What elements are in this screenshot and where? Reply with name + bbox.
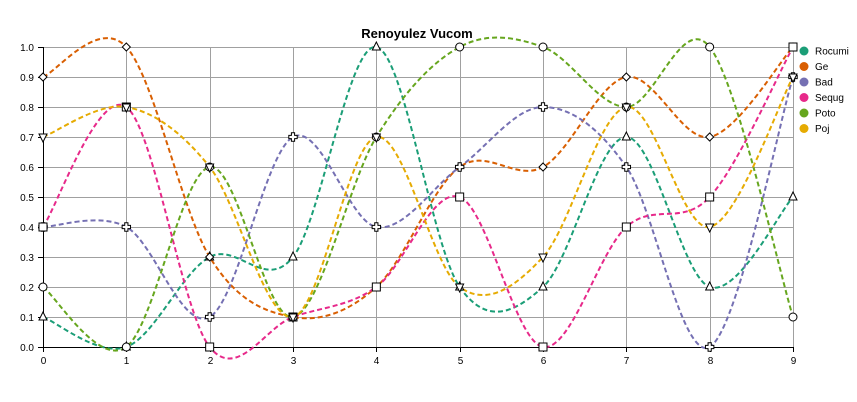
- data-point-ge: [121, 42, 132, 52]
- data-point-rocumi: [371, 40, 382, 51]
- legend: Rocumi Ge Bad Sequg Poto Poj: [799, 46, 849, 135]
- data-point-poto: [455, 42, 465, 52]
- data-point-sequg: [538, 342, 548, 352]
- y-tick-label: 0.7: [20, 133, 34, 144]
- data-point-poj: [121, 103, 132, 114]
- data-point-poj: [288, 313, 298, 324]
- axes: 0.0 0.1 0.2 0.3 0.4 0.5 0.6 0.7 0.8 0.9 1.0 0 1 2 3 4 5 6…: [20, 43, 797, 367]
- data-point-ge: [704, 132, 715, 142]
- data-point-bad: [204, 312, 215, 322]
- y-tick-label: 0.8: [20, 103, 34, 114]
- data-point-poj: [371, 133, 382, 144]
- x-tick-label: 1: [124, 356, 130, 367]
- data-point-sequg: [455, 192, 465, 202]
- data-point-rocumi: [621, 130, 632, 141]
- y-tick-label: 0.4: [20, 223, 34, 234]
- data-point-rocumi: [288, 250, 298, 261]
- data-point-poto: [38, 282, 48, 292]
- data-point-poj: [204, 163, 215, 174]
- x-tick-label: 2: [208, 356, 214, 367]
- data-point-sequg: [621, 222, 631, 232]
- x-tick-label: 0: [41, 356, 47, 367]
- y-tick-label: 0.9: [20, 73, 34, 84]
- legend-swatch-sequg: [799, 93, 809, 102]
- data-point-poj: [454, 283, 465, 294]
- data-point-poj: [621, 103, 632, 114]
- data-point-bad: [704, 342, 715, 352]
- series-lines: [42, 36, 794, 360]
- legend-swatch-bad: [799, 77, 809, 87]
- data-point-bad: [288, 132, 298, 142]
- legend-swatch-rocumi: [799, 46, 809, 56]
- data-point-ge: [621, 72, 632, 82]
- legend-swatch-poj: [799, 124, 809, 133]
- legend-label-rocumi: Rocumi: [815, 47, 849, 58]
- data-point-sequg: [705, 192, 715, 202]
- data-point-sequg: [38, 222, 48, 232]
- data-point-poj: [538, 253, 548, 264]
- series-markers: [38, 40, 798, 352]
- x-tick-label: 8: [708, 356, 714, 367]
- data-point-ge: [204, 252, 215, 262]
- data-point-sequg: [371, 282, 381, 292]
- y-tick-label: 0.3: [20, 253, 34, 264]
- data-point-bad: [371, 222, 382, 232]
- data-point-poj: [38, 133, 48, 144]
- series-line-poto: [42, 36, 794, 352]
- data-point-sequg: [788, 42, 798, 52]
- data-point-rocumi: [38, 310, 48, 321]
- x-tick-label: 4: [374, 356, 380, 367]
- x-tick-label: 5: [458, 356, 464, 367]
- legend-label-poj: Poj: [815, 124, 829, 135]
- data-point-ge: [38, 72, 48, 82]
- series-line-sequg: [42, 46, 794, 360]
- data-point-bad: [538, 102, 548, 112]
- series-line-bad: [42, 76, 794, 349]
- series-line-rocumi: [42, 46, 794, 350]
- legend-label-sequg: Sequg: [815, 93, 844, 104]
- legend-swatch-ge: [799, 62, 809, 71]
- legend-label-bad: Bad: [815, 78, 833, 89]
- data-point-poto: [538, 42, 548, 52]
- x-tick-label: 7: [624, 356, 630, 367]
- data-point-poj: [788, 73, 798, 84]
- x-tick-label: 6: [541, 356, 547, 367]
- y-tick-label: 1.0: [20, 43, 34, 54]
- data-point-rocumi: [704, 280, 715, 291]
- series-line-ge: [42, 37, 794, 320]
- legend-swatch-poto: [799, 108, 809, 118]
- data-point-poto: [705, 42, 715, 52]
- data-point-ge: [538, 162, 548, 172]
- data-point-poto: [121, 342, 131, 352]
- y-tick-label: 0.6: [20, 163, 34, 174]
- x-tick-label: 3: [291, 356, 297, 367]
- data-point-rocumi: [788, 190, 798, 201]
- data-point-bad: [121, 222, 132, 232]
- legend-label-poto: Poto: [815, 109, 836, 120]
- legend-label-ge: Ge: [815, 62, 829, 73]
- data-point-poj: [704, 223, 715, 234]
- x-tick-label: 9: [791, 356, 797, 367]
- y-tick-label: 0.0: [20, 343, 34, 354]
- y-tick-label: 0.1: [20, 313, 34, 324]
- data-point-bad: [621, 162, 632, 172]
- y-tick-label: 0.5: [20, 193, 34, 204]
- data-point-rocumi: [538, 280, 548, 291]
- chart-title: Renoyulez Vucom: [361, 26, 472, 41]
- data-point-sequg: [205, 342, 215, 352]
- data-point-poto: [788, 312, 798, 322]
- y-tick-label: 0.2: [20, 283, 34, 294]
- data-point-bad: [454, 162, 465, 172]
